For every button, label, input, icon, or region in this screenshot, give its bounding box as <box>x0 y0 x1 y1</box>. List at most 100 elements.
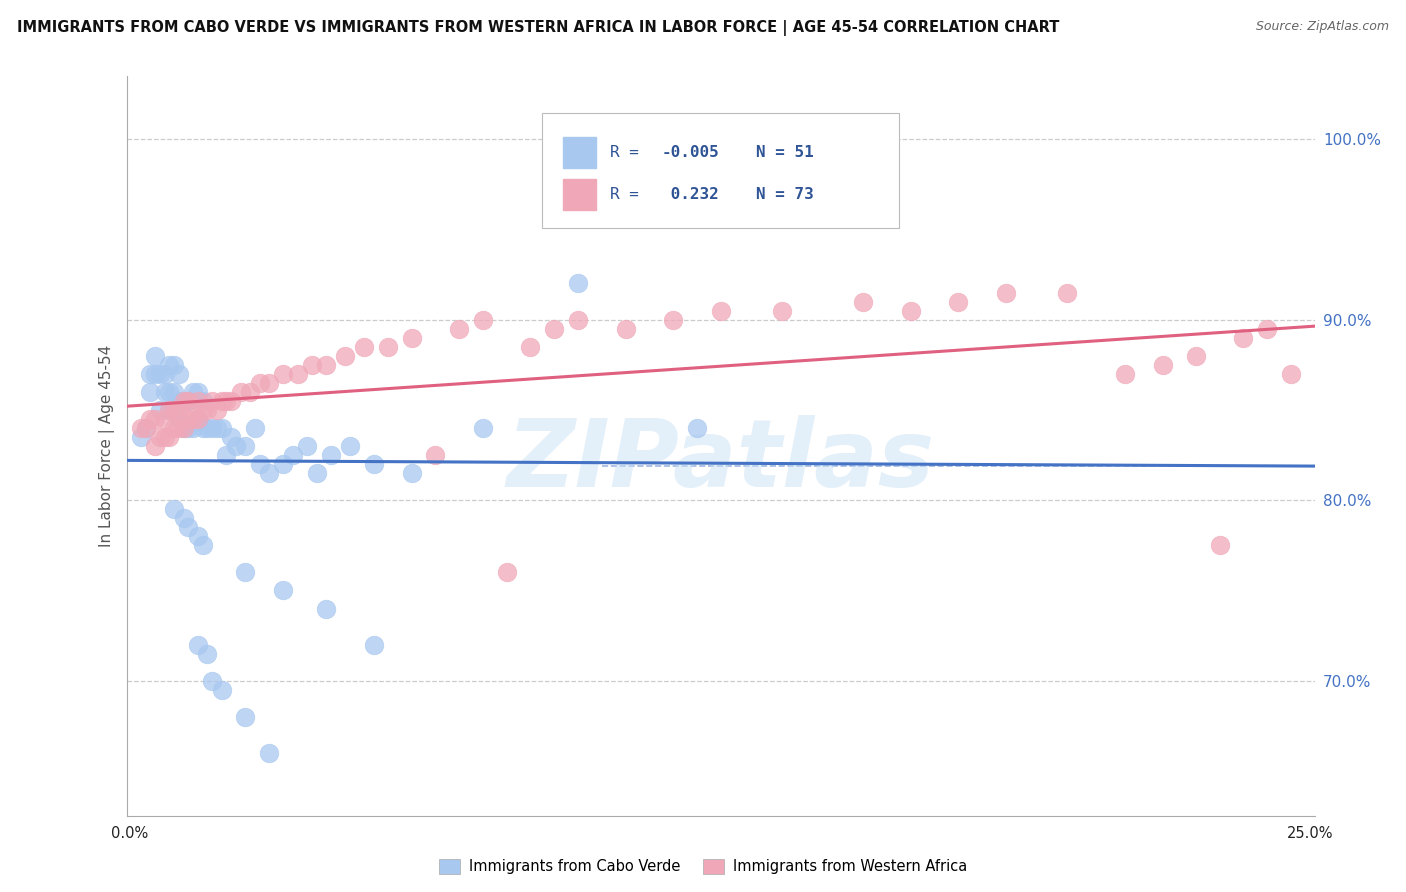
Point <box>187 412 209 426</box>
Point <box>191 538 214 552</box>
Point <box>1279 367 1302 381</box>
Point <box>191 421 214 435</box>
Point <box>143 349 166 363</box>
Point <box>191 393 214 408</box>
Point <box>994 285 1017 300</box>
Point <box>173 393 195 408</box>
Point <box>205 403 228 417</box>
Point <box>139 384 162 399</box>
Point <box>177 421 200 435</box>
Point <box>233 439 257 453</box>
Point <box>449 321 471 335</box>
Point <box>173 421 195 435</box>
Point <box>662 312 685 326</box>
Text: R =: R = <box>610 186 638 202</box>
Point <box>315 601 337 615</box>
Point <box>163 403 186 417</box>
Point <box>177 393 200 408</box>
Point <box>243 421 266 435</box>
Point <box>229 384 252 399</box>
Point <box>177 520 200 534</box>
Point <box>163 421 186 435</box>
Point <box>157 403 180 417</box>
Point <box>181 412 204 426</box>
Point <box>205 421 228 435</box>
Point <box>567 277 589 291</box>
Point <box>219 430 242 444</box>
Text: Source: ZipAtlas.com: Source: ZipAtlas.com <box>1256 20 1389 33</box>
Point <box>163 384 186 399</box>
Point <box>163 358 186 372</box>
Point <box>215 393 238 408</box>
Point <box>1232 331 1254 345</box>
Point <box>157 403 180 417</box>
Text: N = 51: N = 51 <box>756 145 814 160</box>
Point <box>710 303 733 318</box>
Point <box>519 340 541 354</box>
Point <box>770 303 793 318</box>
Point <box>425 448 447 462</box>
Point <box>363 638 385 652</box>
Point <box>1152 358 1174 372</box>
Point <box>201 421 224 435</box>
Point <box>157 358 180 372</box>
Point <box>614 321 637 335</box>
Bar <box>562 178 596 210</box>
Point <box>177 412 200 426</box>
Point <box>472 421 495 435</box>
Point <box>143 367 166 381</box>
Point <box>153 412 176 426</box>
Point <box>543 321 565 335</box>
Point <box>201 393 224 408</box>
Point <box>163 403 186 417</box>
Point <box>401 466 423 480</box>
Point <box>495 566 517 580</box>
Point <box>273 367 295 381</box>
Bar <box>562 136 596 168</box>
Point <box>135 421 157 435</box>
Point <box>273 457 295 471</box>
Point <box>305 466 328 480</box>
Point <box>257 376 280 390</box>
Point <box>187 638 209 652</box>
FancyBboxPatch shape <box>543 112 898 227</box>
Point <box>181 421 204 435</box>
Point <box>319 448 342 462</box>
Point <box>377 340 399 354</box>
Point <box>301 358 323 372</box>
Point <box>135 421 157 435</box>
Point <box>167 367 190 381</box>
Point <box>191 403 214 417</box>
Point <box>900 303 922 318</box>
Point <box>167 421 190 435</box>
Point <box>149 430 172 444</box>
Point <box>195 421 218 435</box>
Point <box>1185 349 1208 363</box>
Legend: Immigrants from Cabo Verde, Immigrants from Western Africa: Immigrants from Cabo Verde, Immigrants f… <box>433 853 973 880</box>
Point <box>233 566 257 580</box>
Point <box>149 367 172 381</box>
Point <box>211 421 233 435</box>
Point <box>472 312 495 326</box>
Point <box>852 294 875 309</box>
Point <box>181 384 204 399</box>
Text: 0.232: 0.232 <box>661 186 718 202</box>
Point <box>353 340 375 354</box>
Point <box>153 384 176 399</box>
Point <box>143 439 166 453</box>
Point <box>239 384 262 399</box>
Point <box>315 358 337 372</box>
Point <box>363 457 385 471</box>
Text: N = 73: N = 73 <box>756 186 814 202</box>
Text: IMMIGRANTS FROM CABO VERDE VS IMMIGRANTS FROM WESTERN AFRICA IN LABOR FORCE | AG: IMMIGRANTS FROM CABO VERDE VS IMMIGRANTS… <box>17 20 1059 36</box>
Point <box>233 710 257 724</box>
Point <box>339 439 361 453</box>
Point <box>167 393 190 408</box>
Point <box>177 393 200 408</box>
Point <box>686 421 709 435</box>
Text: -0.005: -0.005 <box>661 145 718 160</box>
Point <box>129 421 152 435</box>
Point <box>225 439 247 453</box>
Point <box>257 746 280 760</box>
Point <box>187 529 209 543</box>
